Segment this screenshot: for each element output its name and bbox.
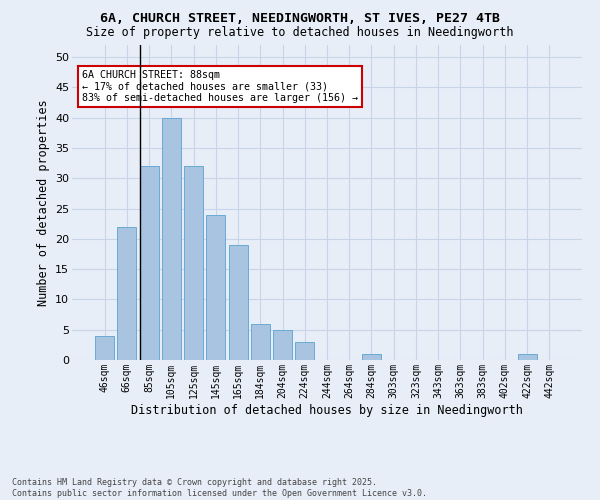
X-axis label: Distribution of detached houses by size in Needingworth: Distribution of detached houses by size … — [131, 404, 523, 416]
Y-axis label: Number of detached properties: Number of detached properties — [37, 99, 50, 306]
Text: 6A CHURCH STREET: 88sqm
← 17% of detached houses are smaller (33)
83% of semi-de: 6A CHURCH STREET: 88sqm ← 17% of detache… — [82, 70, 358, 103]
Bar — [295, 342, 314, 360]
Text: 6A, CHURCH STREET, NEEDINGWORTH, ST IVES, PE27 4TB: 6A, CHURCH STREET, NEEDINGWORTH, ST IVES… — [100, 12, 500, 26]
Bar — [229, 245, 248, 360]
Bar — [162, 118, 181, 360]
Bar — [118, 226, 136, 360]
Bar — [251, 324, 270, 360]
Text: Contains HM Land Registry data © Crown copyright and database right 2025.
Contai: Contains HM Land Registry data © Crown c… — [12, 478, 427, 498]
Bar — [362, 354, 381, 360]
Bar — [206, 214, 225, 360]
Bar — [140, 166, 158, 360]
Bar — [273, 330, 292, 360]
Bar — [518, 354, 536, 360]
Bar — [95, 336, 114, 360]
Text: Size of property relative to detached houses in Needingworth: Size of property relative to detached ho… — [86, 26, 514, 39]
Bar — [184, 166, 203, 360]
